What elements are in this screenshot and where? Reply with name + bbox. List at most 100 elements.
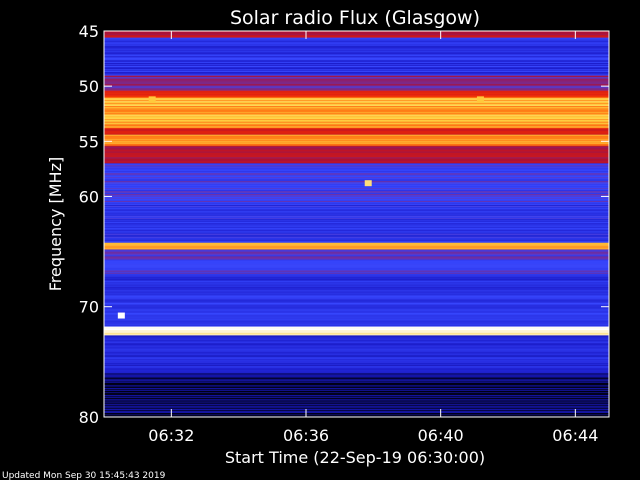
spectrum-band bbox=[104, 83, 609, 85]
spectrum-band bbox=[104, 330, 609, 332]
spectrum-band bbox=[104, 237, 609, 240]
spectrum-band bbox=[104, 52, 609, 55]
spectrum-band bbox=[104, 157, 609, 159]
spectrum-band bbox=[104, 190, 609, 192]
spectrum-band bbox=[104, 325, 609, 327]
spectrum-band bbox=[104, 271, 609, 274]
spectrum-band bbox=[104, 280, 609, 283]
spectrum-band bbox=[104, 167, 609, 169]
spectrum-band bbox=[104, 395, 609, 398]
spectrum-band bbox=[104, 334, 609, 336]
spectrum-band bbox=[104, 97, 609, 99]
spectrum-band bbox=[104, 322, 609, 324]
spectrum-band bbox=[104, 230, 609, 233]
spectrum-band bbox=[104, 46, 609, 49]
spectrum-band bbox=[104, 105, 609, 107]
spectrum-band bbox=[104, 102, 609, 104]
spectrum-band bbox=[104, 328, 609, 330]
spectrum-band bbox=[104, 156, 609, 158]
spectrum-band bbox=[104, 81, 609, 83]
spectrum-band bbox=[104, 53, 609, 56]
spectrum-band bbox=[104, 114, 609, 116]
spectrum-band bbox=[104, 276, 609, 279]
spectrum-band bbox=[104, 406, 609, 409]
y-tick-label: 60 bbox=[79, 187, 99, 206]
spectrum-band bbox=[104, 382, 609, 385]
spectrum-band bbox=[104, 383, 609, 386]
spectrum-band bbox=[104, 365, 609, 368]
spectrum-band bbox=[104, 39, 609, 42]
spectrum-band bbox=[104, 123, 609, 125]
spectrum-band bbox=[104, 260, 609, 262]
spectrum-band bbox=[104, 265, 609, 267]
spectrum-band bbox=[104, 128, 609, 130]
y-tick-label: 45 bbox=[79, 22, 99, 41]
spectrum-band bbox=[104, 370, 609, 373]
spectrum-band bbox=[104, 294, 609, 296]
spectrum-band bbox=[104, 171, 609, 173]
spectrum-band bbox=[104, 269, 609, 271]
spectrum-band bbox=[104, 338, 609, 340]
spectrum-band bbox=[104, 191, 609, 193]
spectrum-band bbox=[104, 117, 609, 119]
spectrum-band bbox=[104, 295, 609, 297]
spectrum-band bbox=[104, 200, 609, 203]
spectrum-band bbox=[104, 127, 609, 129]
spectrum-band bbox=[104, 51, 609, 54]
spectrum-band bbox=[104, 342, 609, 344]
spectrum-band bbox=[104, 277, 609, 280]
spectrum-band bbox=[104, 150, 609, 152]
spectrum-band bbox=[104, 387, 609, 390]
spectrum-band bbox=[104, 145, 609, 148]
spectrum-band bbox=[104, 273, 609, 276]
spectrum-band bbox=[104, 316, 609, 318]
spectrum-band bbox=[104, 201, 609, 204]
spectrum-band bbox=[104, 73, 609, 75]
spectrum-band bbox=[104, 192, 609, 194]
spectrum-band bbox=[104, 116, 609, 118]
spectrum-band bbox=[104, 88, 609, 90]
spectrum-band bbox=[104, 204, 609, 207]
spectrum-band bbox=[104, 196, 609, 199]
spectrum-band bbox=[104, 199, 609, 202]
plot-frame bbox=[103, 30, 610, 418]
spectrum-band bbox=[104, 394, 609, 397]
spectrum-band bbox=[104, 266, 609, 268]
spectrum-band bbox=[104, 241, 609, 244]
spectrum-band bbox=[104, 318, 609, 320]
spectrum-band bbox=[104, 119, 609, 121]
spectrum-band bbox=[104, 153, 609, 155]
spectrum-band bbox=[104, 250, 609, 252]
spectrum-band bbox=[104, 183, 609, 185]
spectrum-band bbox=[104, 389, 609, 392]
spectrum-band bbox=[104, 252, 609, 254]
spectrum-band bbox=[104, 84, 609, 86]
spectrum-band bbox=[104, 374, 609, 377]
spectrum-band bbox=[104, 63, 609, 66]
spectrum-band bbox=[104, 55, 609, 58]
spectrum-band bbox=[104, 246, 609, 248]
spectrum-band bbox=[104, 158, 609, 160]
spectrum-band bbox=[104, 307, 609, 309]
spectrum-band bbox=[104, 287, 609, 290]
spectrum-band bbox=[104, 378, 609, 381]
spectrum-band bbox=[104, 106, 609, 108]
spectrum-band bbox=[104, 99, 609, 101]
spectrum-band bbox=[104, 329, 609, 331]
spectrum-band bbox=[104, 96, 609, 98]
spectrum-band bbox=[104, 126, 609, 128]
spectrum-band bbox=[104, 193, 609, 195]
spectrum-band bbox=[104, 135, 609, 138]
spectrum-band bbox=[104, 345, 609, 347]
burst-mark bbox=[364, 180, 372, 187]
spectrum-band bbox=[104, 375, 609, 378]
spectrum-band bbox=[104, 144, 609, 147]
spectrum-band bbox=[104, 258, 609, 260]
spectrum-band bbox=[104, 326, 609, 328]
spectrum-band bbox=[104, 283, 609, 286]
spectrum-band bbox=[104, 31, 609, 33]
spectrum-band bbox=[104, 384, 609, 387]
spectrum-band bbox=[104, 366, 609, 369]
spectrum-band bbox=[104, 351, 609, 354]
